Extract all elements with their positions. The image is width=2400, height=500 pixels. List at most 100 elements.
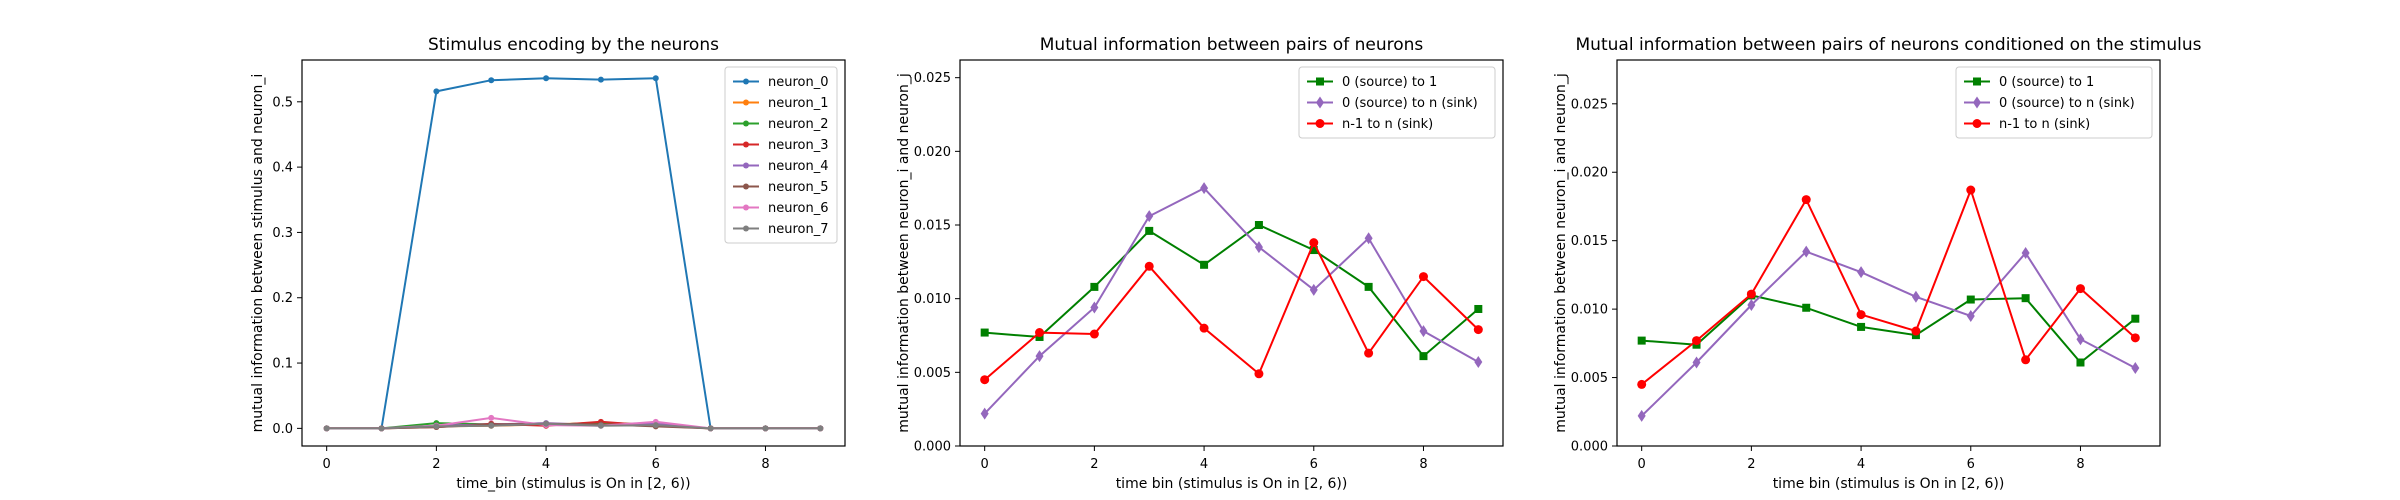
legend-marker bbox=[1972, 119, 1982, 128]
y-tick-label: 0.025 bbox=[1571, 97, 1608, 112]
legend-marker bbox=[1315, 119, 1325, 128]
data-point bbox=[1746, 289, 1756, 299]
series-line bbox=[984, 223, 1479, 358]
x-tick-label: 4 bbox=[1200, 457, 1208, 472]
chart-title: Stimulus encoding by the neurons bbox=[428, 35, 719, 55]
data-point bbox=[1637, 336, 1646, 345]
legend-label: neuron_2 bbox=[768, 117, 829, 132]
data-point bbox=[433, 423, 440, 430]
data-point bbox=[1474, 356, 1483, 369]
x-tick-label: 2 bbox=[432, 457, 440, 472]
data-point bbox=[2131, 361, 2140, 374]
data-point bbox=[1144, 261, 1154, 271]
legend-label: 0 (source) to 1 bbox=[1999, 75, 2094, 90]
data-point bbox=[1145, 210, 1154, 223]
chart-panel: Stimulus encoding by the neurons 0 2 4 6 8 0.0… bbox=[250, 35, 846, 492]
x-axis-label: time_bin (stimulus is On in [2, 6)) bbox=[456, 476, 690, 492]
data-point bbox=[1364, 282, 1373, 291]
data-point bbox=[1692, 356, 1701, 369]
x-tick-label: 4 bbox=[542, 457, 550, 472]
data-point bbox=[1856, 310, 1866, 320]
y-tick-label: 0.2 bbox=[272, 291, 293, 306]
legend-marker bbox=[1316, 96, 1324, 109]
data-point bbox=[543, 420, 550, 427]
y-tick-label: 0.025 bbox=[914, 71, 951, 86]
data-point bbox=[1419, 325, 1428, 338]
x-tick-label: 2 bbox=[1090, 457, 1098, 472]
chart-panel: Mutual information between pairs of neur… bbox=[1553, 35, 2202, 492]
legend-marker bbox=[743, 183, 749, 190]
legend-label: n-1 to n (sink) bbox=[1342, 117, 1433, 132]
data-point bbox=[1473, 325, 1483, 335]
data-point bbox=[488, 414, 495, 421]
data-point bbox=[980, 375, 990, 385]
legend-label: neuron_1 bbox=[768, 96, 829, 111]
data-point bbox=[1802, 303, 1811, 312]
y-tick-label: 0.015 bbox=[1571, 234, 1608, 249]
data-point bbox=[1474, 304, 1483, 313]
data-point bbox=[597, 422, 604, 429]
chart-panel: Mutual information between pairs of neur… bbox=[896, 35, 1504, 492]
data-point bbox=[2021, 294, 2030, 303]
legend-marker bbox=[743, 99, 749, 106]
axes-frame bbox=[1616, 59, 2161, 447]
legend-label: neuron_6 bbox=[768, 201, 829, 216]
series-line bbox=[1641, 294, 2136, 364]
y-tick-label: 0.020 bbox=[914, 145, 951, 160]
y-tick-label: 0.000 bbox=[914, 440, 951, 455]
legend-label: neuron_5 bbox=[768, 180, 829, 195]
data-point bbox=[707, 425, 714, 432]
x-axis-label: time bin (stimulus is On in [2, 6)) bbox=[1773, 476, 2005, 492]
y-tick-label: 0.3 bbox=[272, 226, 293, 241]
legend-box bbox=[1955, 66, 2153, 139]
data-point bbox=[1419, 352, 1428, 361]
data-point bbox=[1199, 323, 1209, 333]
data-point bbox=[1309, 238, 1319, 248]
data-point bbox=[1035, 328, 1045, 338]
legend-marker bbox=[743, 141, 749, 148]
data-point bbox=[1309, 283, 1318, 296]
data-point bbox=[1089, 329, 1099, 339]
data-point bbox=[1692, 336, 1702, 346]
data-point bbox=[378, 425, 385, 432]
axes-frame bbox=[301, 59, 846, 447]
data-point bbox=[1857, 266, 1866, 279]
series-line bbox=[983, 186, 1479, 415]
data-point bbox=[1966, 185, 1976, 195]
x-tick-label: 8 bbox=[1419, 457, 1427, 472]
data-point bbox=[1254, 369, 1264, 379]
x-tick-label: 8 bbox=[2076, 457, 2084, 472]
x-tick-label: 2 bbox=[1747, 457, 1755, 472]
axes-frame bbox=[959, 59, 1504, 447]
x-tick-label: 6 bbox=[652, 457, 660, 472]
data-point bbox=[488, 422, 495, 429]
data-point bbox=[1911, 290, 1920, 303]
data-point bbox=[1802, 245, 1811, 258]
legend: 0 (source) to 1 0 (source) to n (sink) n-1… bbox=[1955, 66, 2153, 139]
data-point bbox=[2130, 333, 2140, 343]
y-tick-label: 0.005 bbox=[1571, 371, 1608, 386]
data-point bbox=[980, 328, 989, 337]
data-point bbox=[1309, 246, 1318, 255]
x-tick-label: 0 bbox=[1638, 457, 1646, 472]
legend-label: neuron_4 bbox=[768, 159, 829, 174]
legend: neuron_0 neuron_1 neuron_2 neuron_3 neuron_4… bbox=[724, 66, 838, 244]
legend-box bbox=[1298, 66, 1496, 139]
data-point bbox=[1364, 348, 1374, 358]
series-line bbox=[1641, 187, 2136, 386]
data-point bbox=[2076, 333, 2085, 346]
x-tick-label: 4 bbox=[1857, 457, 1865, 472]
y-axis-label: mutual information between stimulus and … bbox=[250, 74, 266, 433]
data-point bbox=[2021, 355, 2031, 365]
x-tick-label: 0 bbox=[981, 457, 989, 472]
data-point bbox=[762, 425, 769, 432]
series-line bbox=[984, 240, 1479, 381]
y-axis-label: mutual information between neuron_i and … bbox=[1553, 73, 1569, 433]
data-point bbox=[1637, 379, 1647, 389]
data-point bbox=[2131, 314, 2140, 323]
y-tick-label: 0.015 bbox=[914, 219, 951, 234]
y-tick-label: 0.0 bbox=[272, 422, 293, 437]
series-line bbox=[326, 422, 821, 430]
legend-label: neuron_3 bbox=[768, 138, 829, 153]
